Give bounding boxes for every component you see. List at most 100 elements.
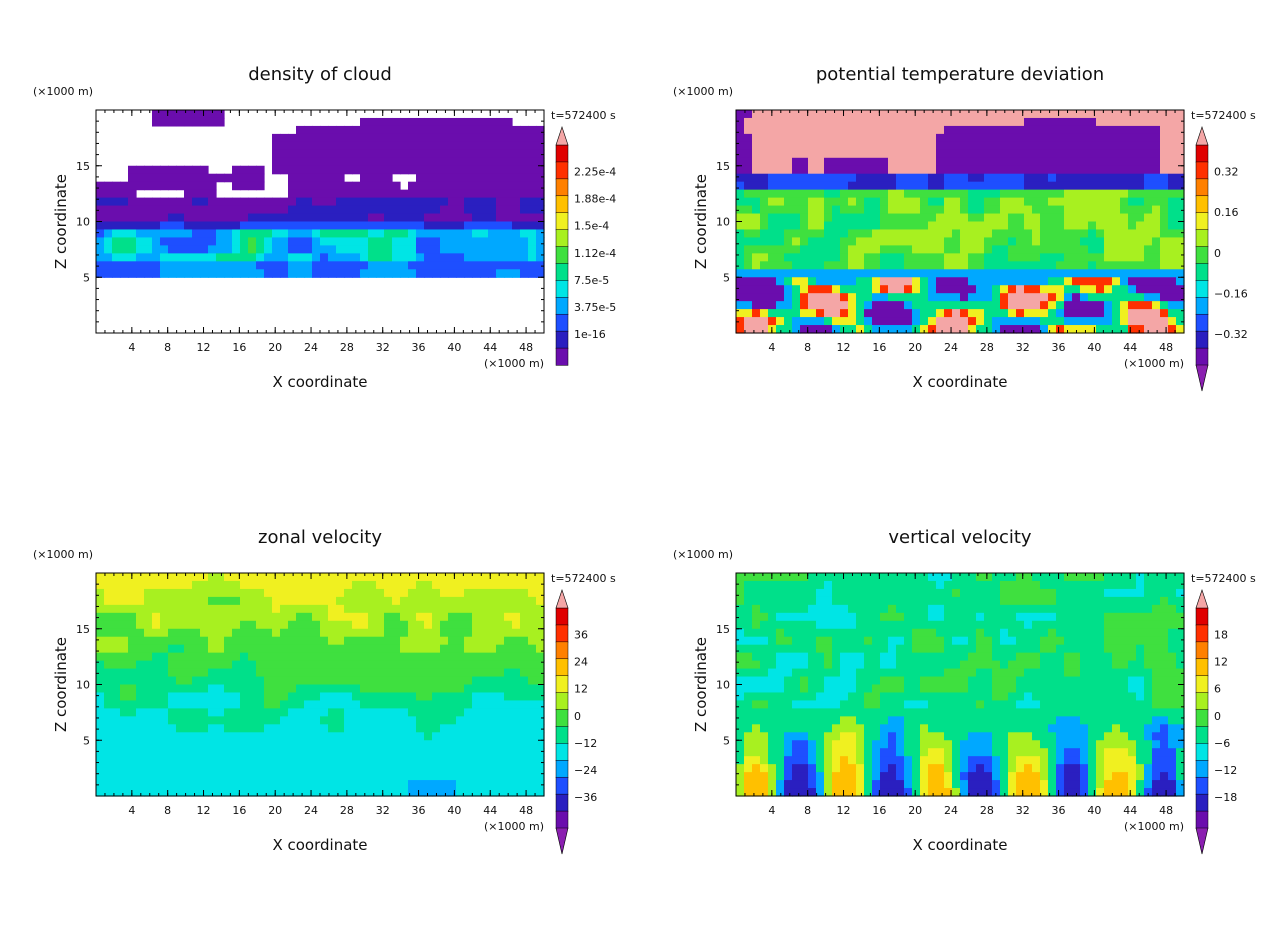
heatmap-cell — [416, 165, 425, 175]
heatmap-cell — [768, 133, 777, 143]
heatmap-cell — [824, 229, 833, 239]
heatmap-cell — [880, 269, 889, 278]
heatmap-cell — [408, 660, 417, 670]
heatmap-cell — [128, 652, 137, 662]
heatmap-cell — [1048, 197, 1057, 207]
heatmap-cell — [480, 596, 489, 606]
heatmap-cell — [256, 197, 265, 207]
heatmap-cell — [536, 229, 545, 239]
heatmap-cell — [800, 117, 809, 127]
heatmap-cell — [376, 724, 385, 733]
heatmap-cell — [520, 213, 529, 223]
heatmap-cell — [984, 133, 993, 143]
heatmap-cell — [752, 660, 761, 670]
heatmap-cell — [1008, 205, 1017, 215]
heatmap-cell — [1104, 293, 1113, 302]
heatmap-cell — [784, 213, 793, 223]
heatmap-cell — [1168, 205, 1177, 215]
heatmap-cell — [768, 173, 777, 183]
heatmap-cell — [896, 173, 905, 183]
heatmap-cell — [960, 229, 969, 239]
heatmap-cell — [464, 213, 473, 223]
heatmap-cell — [256, 588, 265, 598]
heatmap-cell — [296, 253, 305, 262]
heatmap-cell — [456, 628, 465, 638]
heatmap-cell — [296, 604, 305, 614]
heatmap-cell — [984, 293, 993, 302]
heatmap-cell — [216, 245, 225, 254]
heatmap-cell — [904, 229, 913, 239]
heatmap-cell — [1176, 213, 1185, 223]
heatmap-cell — [1128, 205, 1137, 215]
heatmap-cell — [1008, 181, 1017, 191]
heatmap-cell — [776, 573, 785, 582]
heatmap-cell — [768, 644, 777, 654]
heatmap-cell — [496, 764, 505, 773]
heatmap-cell — [104, 229, 113, 239]
heatmap-cell — [320, 261, 329, 270]
heatmap-cell — [952, 293, 961, 302]
heatmap-cell — [368, 780, 377, 789]
heatmap-cell — [944, 285, 953, 294]
heatmap-cell — [928, 277, 937, 286]
colorbar-tick-label: 0.32 — [1214, 165, 1239, 178]
heatmap-cell — [408, 620, 417, 630]
heatmap-cell — [992, 253, 1001, 262]
heatmap-cell — [1152, 157, 1161, 167]
heatmap-cell — [272, 229, 281, 239]
heatmap-cell — [144, 708, 153, 717]
heatmap-cell — [144, 612, 153, 622]
heatmap-cell — [488, 229, 497, 239]
heatmap-cell — [1024, 317, 1033, 326]
heatmap-cell — [360, 724, 369, 733]
heatmap-cell — [792, 588, 801, 598]
heatmap-cell — [528, 652, 537, 662]
heatmap-cell — [824, 325, 833, 334]
heatmap-cell — [784, 660, 793, 670]
heatmap-cell — [1160, 189, 1169, 199]
heatmap-cell — [200, 700, 209, 709]
heatmap-cell — [168, 636, 177, 646]
heatmap-cell — [96, 788, 105, 797]
heatmap-cell — [920, 117, 929, 127]
x-tick-label: 44 — [483, 804, 497, 817]
heatmap-cell — [976, 165, 985, 175]
heatmap-cell — [216, 173, 225, 183]
heatmap-cell — [360, 133, 369, 143]
heatmap-cell — [160, 652, 169, 662]
heatmap-cell — [1008, 261, 1017, 270]
heatmap-cell — [928, 141, 937, 151]
heatmap-cell — [784, 628, 793, 638]
heatmap-cell — [352, 644, 361, 654]
heatmap-cell — [424, 580, 433, 590]
heatmap-cell — [784, 325, 793, 334]
heatmap-cell — [912, 285, 921, 294]
heatmap-cell — [952, 157, 961, 167]
heatmap-cell — [472, 772, 481, 781]
heatmap-cell — [240, 261, 249, 270]
heatmap-cell — [1128, 197, 1137, 207]
heatmap-cell — [992, 133, 1001, 143]
heatmap-cell — [520, 684, 529, 694]
heatmap-cell — [1152, 293, 1161, 302]
heatmap-cell — [760, 110, 769, 119]
heatmap-cell — [952, 261, 961, 270]
heatmap-cell — [160, 205, 169, 215]
heatmap-cell — [896, 237, 905, 246]
heatmap-cell — [368, 668, 377, 678]
heatmap-cell — [408, 245, 417, 254]
heatmap-cell — [1056, 157, 1065, 167]
heatmap-cell — [120, 229, 129, 239]
heatmap-cell — [264, 700, 273, 709]
heatmap-cell — [432, 213, 441, 223]
heatmap-cell — [184, 213, 193, 223]
heatmap-cell — [160, 636, 169, 646]
heatmap-cell — [1064, 317, 1073, 326]
heatmap-cell — [1048, 165, 1057, 175]
heatmap-cell — [496, 636, 505, 646]
heatmap-cell — [1168, 245, 1177, 254]
heatmap-cell — [128, 644, 137, 654]
heatmap-cell — [400, 117, 409, 127]
heatmap-cell — [824, 213, 833, 223]
heatmap-cell — [896, 157, 905, 167]
